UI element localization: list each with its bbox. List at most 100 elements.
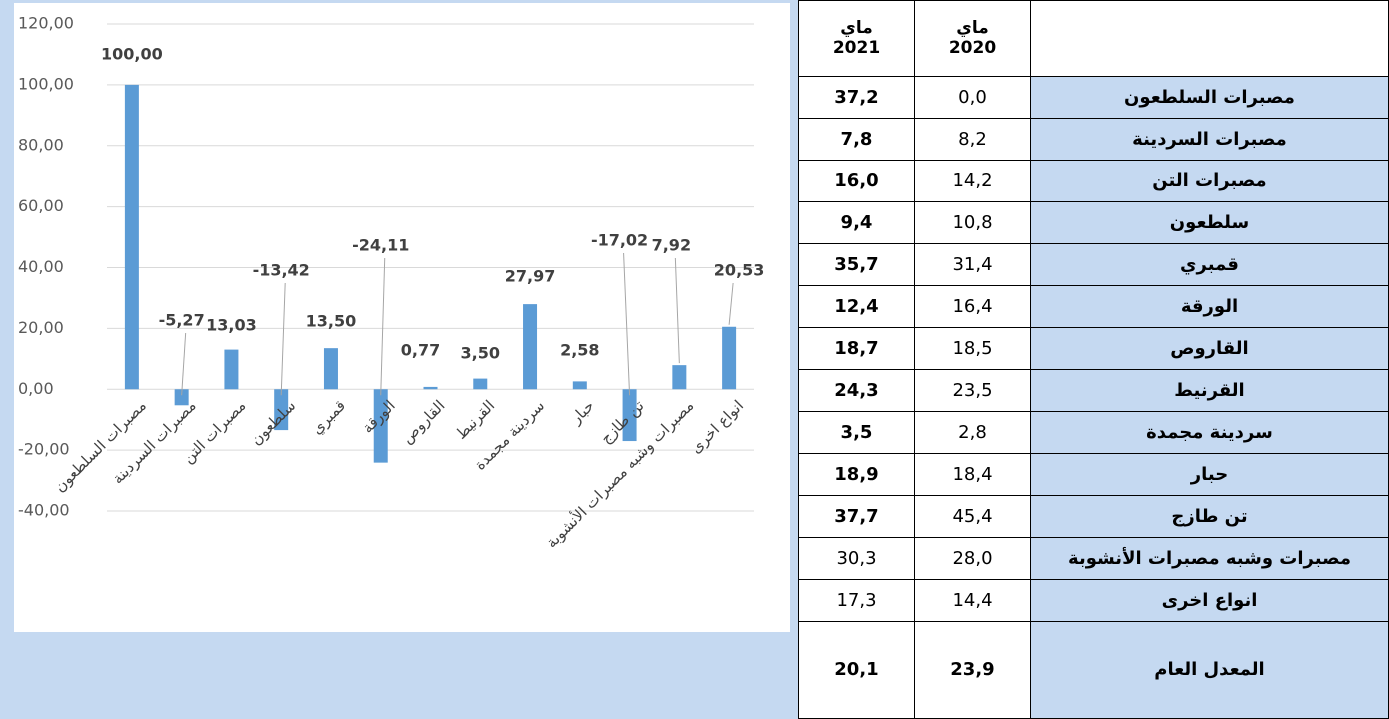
bar: [722, 326, 737, 390]
data-label: 20,53: [714, 261, 765, 280]
table-cell: 20,1: [798, 620, 915, 719]
table-cell: 0,0: [914, 75, 1031, 119]
data-label: 13,50: [306, 312, 357, 331]
table-row: 12,4 16,4 الورقة: [798, 285, 1389, 329]
table-cell: 2,8: [914, 411, 1031, 454]
table-cell: مصبرات وشبه مصبرات الأنشوبة: [1030, 536, 1389, 580]
table-cell: 45,4: [914, 494, 1031, 538]
table-row: 24,3 23,5 القرنيط: [798, 369, 1389, 413]
table-cell: حبار: [1030, 452, 1389, 496]
table-cell: 35,7: [798, 243, 915, 287]
table-row: 3,5 2,8 سردينة مجمدة: [798, 411, 1389, 454]
average-row: 20,1 23,9 المعدل العام: [798, 620, 1389, 719]
bar: [423, 386, 438, 390]
bar: [672, 365, 687, 390]
table-row: 18,7 18,5 القاروص: [798, 327, 1389, 371]
data-label: 3,50: [461, 344, 500, 363]
table-row: 9,4 10,8 سلطعون: [798, 201, 1389, 245]
header-year: 2020: [948, 38, 997, 59]
header-cell: ماي 2020: [914, 0, 1031, 77]
y-tick-label: -40,00: [18, 501, 70, 520]
table-cell: 18,9: [798, 452, 915, 496]
data-label: 13,03: [206, 316, 257, 335]
table-cell: 18,4: [914, 452, 1031, 496]
table-cell: 18,5: [914, 327, 1031, 371]
table-row: 16,0 14,2 مصبرات التن: [798, 159, 1389, 203]
table-cell: المعدل العام: [1030, 620, 1389, 719]
leader-line: [728, 282, 734, 325]
table-cell: 16,4: [914, 285, 1031, 329]
table-cell: 14,4: [914, 578, 1031, 622]
data-label: 100,00: [101, 45, 163, 64]
table-cell: 18,7: [798, 327, 915, 371]
table-row: 30,3 28,0 مصبرات وشبه مصبرات الأنشوبة: [798, 536, 1389, 580]
table-cell: 14,2: [914, 159, 1031, 203]
header-cell: [1030, 0, 1389, 77]
y-tick-label: -20,00: [18, 440, 70, 459]
table-cell: القرنيط: [1030, 369, 1389, 413]
table-row: 7,8 8,2 مصبرات السردينة: [798, 117, 1389, 161]
bar: [124, 84, 139, 390]
chart: -40,00 -20,00 0,00 20,00 40,00 60,00 80,00 100,…: [14, 3, 790, 632]
table-cell: 37,2: [798, 75, 915, 119]
header-year: 2021: [832, 38, 881, 59]
table-cell: مصبرات السلطعون: [1030, 75, 1389, 119]
y-tick-label: 100,00: [18, 74, 74, 93]
bar: [323, 348, 338, 390]
table-cell: 8,2: [914, 117, 1031, 161]
table-cell: سردينة مجمدة: [1030, 411, 1389, 454]
data-label: -24,11: [352, 236, 409, 255]
header-cell: ماي 2021: [798, 0, 915, 77]
table-cell: 23,9: [914, 620, 1031, 719]
table-cell: تن طازج: [1030, 494, 1389, 538]
y-tick-label: 20,00: [18, 318, 64, 337]
table-cell: 23,5: [914, 369, 1031, 413]
bar: [274, 389, 289, 431]
table-row: 18,9 18,4 حبار: [798, 452, 1389, 496]
table-cell: الورقة: [1030, 285, 1389, 329]
table-cell: 17,3: [798, 578, 915, 622]
data-label: 27,97: [505, 267, 556, 286]
bar: [224, 349, 239, 390]
header-month: ماي: [956, 18, 989, 39]
leader-line: [380, 257, 386, 396]
y-tick-label: 120,00: [18, 14, 74, 33]
data-table: ماي 2021 ماي 2020 37,2 0,0 مصبرات السلطعون 7,8 8…: [798, 0, 1389, 719]
bar: [572, 381, 587, 390]
table-cell: 30,3: [798, 536, 915, 580]
bar: [473, 378, 488, 390]
table-row: 35,7 31,4 قمبري: [798, 243, 1389, 287]
header-month: ماي: [840, 18, 873, 39]
table-cell: 3,5: [798, 411, 915, 454]
y-tick-label: 80,00: [18, 135, 64, 154]
y-tick-label: 60,00: [18, 196, 64, 215]
y-tick-label: 0,00: [18, 379, 54, 398]
data-label: 0,77: [401, 341, 440, 360]
bar: [523, 304, 538, 390]
bar: [373, 389, 388, 463]
table-cell: 7,8: [798, 117, 915, 161]
data-label: -5,27: [159, 311, 205, 330]
table-cell: 9,4: [798, 201, 915, 245]
data-label: -17,02: [591, 231, 648, 250]
table-cell: 31,4: [914, 243, 1031, 287]
data-label: 2,58: [560, 341, 599, 360]
bar: [174, 389, 189, 406]
leader-line: [181, 332, 187, 396]
table-cell: مصبرات التن: [1030, 159, 1389, 203]
table-row: 17,3 14,4 انواع اخرى: [798, 578, 1389, 622]
table-cell: 10,8: [914, 201, 1031, 245]
table-cell: 37,7: [798, 494, 915, 538]
leader-line: [674, 257, 680, 364]
header-row: ماي 2021 ماي 2020: [798, 0, 1389, 77]
data-label: -13,42: [253, 261, 310, 280]
y-tick-label: 40,00: [18, 257, 64, 276]
bar: [622, 389, 637, 442]
table-cell: 24,3: [798, 369, 915, 413]
table-cell: 28,0: [914, 536, 1031, 580]
table-cell: مصبرات السردينة: [1030, 117, 1389, 161]
table-row: 37,2 0,0 مصبرات السلطعون: [798, 75, 1389, 119]
table-cell: قمبري: [1030, 243, 1389, 287]
table-cell: 16,0: [798, 159, 915, 203]
